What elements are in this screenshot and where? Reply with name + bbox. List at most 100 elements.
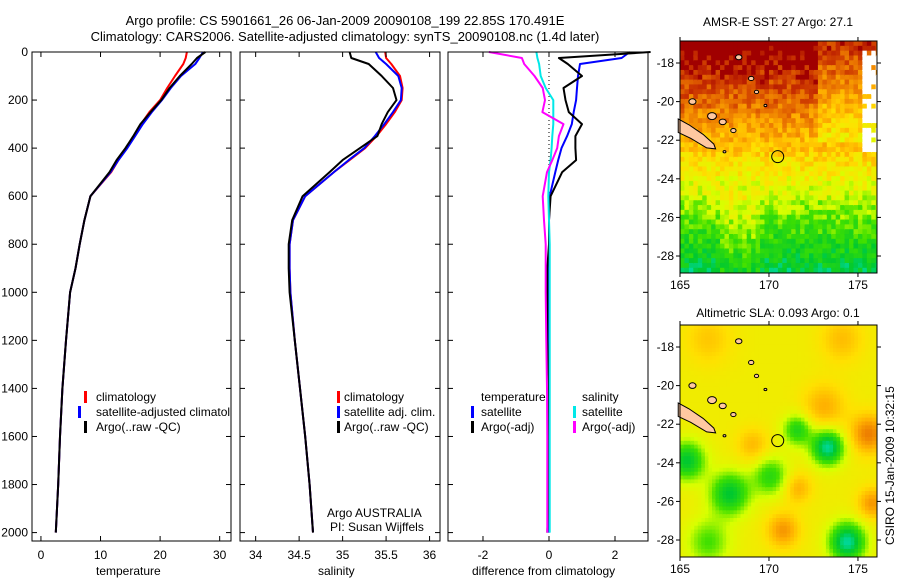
x-tick-label: 34 (249, 548, 263, 562)
x-tick-label: 34.5 (287, 548, 311, 562)
legend-item: Argo(-adj) (481, 420, 535, 434)
program-credit: Argo AUSTRALIA (327, 506, 422, 520)
x-tick-label: 20 (153, 548, 167, 562)
profile-panel-2 (447, 51, 651, 542)
legend-item: satellite (582, 405, 623, 419)
map-x-tick-label: 175 (848, 278, 868, 292)
argo-location-marker (771, 150, 785, 164)
x-tick-label: 35.5 (374, 548, 398, 562)
y-tick-label: 1600 (1, 429, 28, 443)
map-y-tick-label: -18 (657, 340, 675, 354)
y-tick-label: 600 (8, 189, 28, 203)
x-tick-label: 0 (546, 548, 553, 562)
island (748, 359, 755, 366)
island (722, 150, 727, 154)
y-tick-label: 1400 (1, 381, 28, 395)
axes-frame (31, 51, 232, 542)
map-frame (679, 324, 878, 558)
map-y-tick-label: -24 (657, 172, 675, 186)
series-line-climatology (54, 51, 188, 533)
sst-map-title: AMSR-E SST: 27 Argo: 27.1 (702, 15, 854, 29)
island (748, 75, 755, 82)
series-line-salinity-argo-adj- (488, 51, 565, 533)
legend-item: satellite adj. clim. (344, 405, 436, 419)
y-tick-label: 1800 (1, 478, 28, 492)
profile-panel-0 (31, 51, 232, 542)
legend-item: climatology (344, 390, 405, 404)
map-x-tick-label: 170 (759, 278, 779, 292)
island (688, 382, 697, 389)
legend-swatch-climatology (337, 391, 340, 403)
map-x-tick-label: 170 (759, 562, 779, 576)
x-tick-label: 0 (38, 548, 45, 562)
map-y-tick-label: -24 (657, 456, 675, 470)
map-y-tick-label: -26 (657, 210, 675, 224)
y-tick-label: 800 (8, 237, 28, 251)
island (763, 387, 768, 392)
island (707, 112, 717, 121)
salinity-axis-label: salinity (318, 564, 355, 578)
figure-title-line2: Climatology: CARS2006. Satellite-adjuste… (90, 29, 600, 44)
sst-map (680, 41, 877, 273)
y-tick-label: 400 (8, 141, 28, 155)
island (718, 402, 727, 410)
island (763, 103, 768, 108)
map-y-tick-label: -22 (657, 417, 675, 431)
sla-map-title: Altimetric SLA: 0.093 Argo: 0.1 (696, 306, 860, 320)
map-y-tick-label: -28 (657, 249, 675, 263)
island (753, 89, 760, 95)
sla-map (680, 325, 877, 557)
legend-swatch-sal-satellite (573, 406, 576, 418)
island (735, 338, 743, 345)
map-x-tick-label: 165 (670, 562, 690, 576)
series-line-temperature-satellite (548, 51, 631, 533)
map-x-tick-label: 165 (670, 278, 690, 292)
axes-frame (447, 51, 649, 542)
x-tick-label: -2 (478, 548, 489, 562)
y-tick-label: 1000 (1, 285, 28, 299)
map-frame (679, 40, 878, 274)
legend-swatch-satellite (337, 406, 340, 418)
island (753, 373, 760, 379)
timestamp-credit: CSIRO 15-Jan-2009 10:32:15 (883, 386, 897, 545)
series-line-argo-raw-qc- (54, 51, 206, 533)
x-tick-label: 2 (612, 548, 619, 562)
island (707, 396, 717, 405)
legend-item: Argo(..raw -QC) (344, 420, 429, 434)
map-y-tick-label: -26 (657, 494, 675, 508)
map-x-tick-label: 175 (848, 562, 868, 576)
map-y-tick-label: -28 (657, 533, 675, 547)
profile-panel-1 (239, 51, 441, 542)
legend-heading-temperature: temperature (481, 390, 546, 404)
legend-heading-salinity: salinity (582, 390, 619, 404)
map-y-tick-label: -20 (657, 95, 675, 109)
legend-swatch-temp-argo (471, 421, 474, 433)
pi-credit: PI: Susan Wijffels (330, 520, 424, 534)
island (688, 98, 697, 105)
x-tick-label: 30 (213, 548, 227, 562)
y-tick-label: 0 (21, 45, 28, 59)
island (730, 411, 737, 418)
legend-swatch-sal-argo (573, 421, 576, 433)
series-line-satellite-adjusted-climatology (54, 51, 204, 533)
map-y-tick-label: -20 (657, 379, 675, 393)
legend-swatch-satellite (78, 406, 81, 418)
island (722, 434, 727, 438)
x-tick-label: 10 (94, 548, 108, 562)
legend-swatch-argo (84, 421, 87, 433)
x-tick-label: 36 (423, 548, 437, 562)
series-line-temperature-argo-adj- (546, 51, 651, 533)
legend-item: Argo(-adj) (582, 420, 636, 434)
y-tick-label: 2000 (1, 526, 28, 540)
temperature-axis-label: temperature (96, 564, 161, 578)
series-line-argo-raw-qc- (287, 51, 398, 533)
legend-swatch-climatology (84, 391, 87, 403)
island (730, 127, 737, 134)
difference-axis-label: difference from climatology (472, 564, 616, 578)
legend-item: climatology (96, 390, 157, 404)
argo-location-marker (771, 434, 785, 448)
map-y-tick-label: -18 (657, 56, 675, 70)
new-caledonia-landmass (677, 118, 717, 150)
